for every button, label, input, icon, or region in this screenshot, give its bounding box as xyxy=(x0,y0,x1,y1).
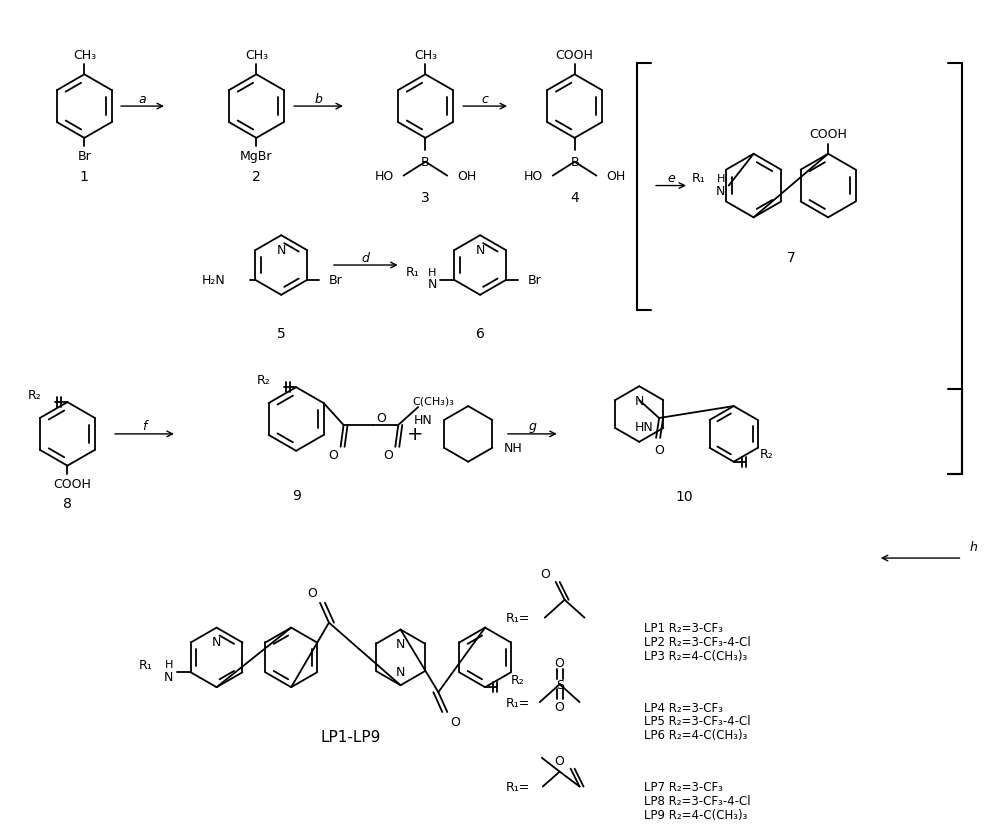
Text: N: N xyxy=(635,394,644,407)
Text: R₁=: R₁= xyxy=(505,696,530,709)
Text: R₁=: R₁= xyxy=(505,780,530,793)
Text: N: N xyxy=(475,243,485,257)
Text: B: B xyxy=(421,156,430,169)
Text: a: a xyxy=(139,93,146,105)
Text: 10: 10 xyxy=(675,490,693,504)
Text: LP9 R₂=4-C(CH₃)₃: LP9 R₂=4-C(CH₃)₃ xyxy=(644,808,748,821)
Text: B: B xyxy=(570,156,579,169)
Text: R₂: R₂ xyxy=(28,388,42,401)
Text: 3: 3 xyxy=(421,191,430,205)
Text: g: g xyxy=(528,420,536,433)
Text: NH: NH xyxy=(504,441,523,455)
Text: LP4 R₂=3-CF₃: LP4 R₂=3-CF₃ xyxy=(644,701,723,714)
Text: f: f xyxy=(142,420,147,433)
Text: 9: 9 xyxy=(292,489,301,503)
Text: N: N xyxy=(428,278,437,291)
Text: O: O xyxy=(376,411,386,424)
Text: R₁: R₁ xyxy=(139,658,153,671)
Text: R₁: R₁ xyxy=(406,266,419,279)
Text: N: N xyxy=(396,665,405,678)
Text: HN: HN xyxy=(635,421,654,434)
Text: CH₃: CH₃ xyxy=(73,48,96,62)
Text: 2: 2 xyxy=(252,170,261,183)
Text: OH: OH xyxy=(606,170,626,183)
Text: LP1 R₂=3-CF₃: LP1 R₂=3-CF₃ xyxy=(644,621,723,635)
Text: R₂: R₂ xyxy=(511,673,525,686)
Text: HO: HO xyxy=(524,170,543,183)
Text: O: O xyxy=(654,444,664,456)
Text: C(CH₃)₃: C(CH₃)₃ xyxy=(412,395,454,405)
Text: 4: 4 xyxy=(570,191,579,205)
Text: Br: Br xyxy=(329,274,343,287)
Text: h: h xyxy=(969,540,977,553)
Text: CH₃: CH₃ xyxy=(245,48,268,62)
Text: O: O xyxy=(383,449,393,461)
Text: MgBr: MgBr xyxy=(240,150,273,163)
Text: COOH: COOH xyxy=(556,48,594,62)
Text: O: O xyxy=(555,754,565,767)
Text: b: b xyxy=(315,93,322,105)
Text: 5: 5 xyxy=(277,326,286,340)
Text: R₂: R₂ xyxy=(257,374,270,386)
Text: R₁: R₁ xyxy=(692,172,706,185)
Text: O: O xyxy=(555,656,565,669)
Text: R₁=: R₁= xyxy=(505,611,530,624)
Text: HN: HN xyxy=(413,414,432,427)
Text: N: N xyxy=(164,670,174,683)
Text: O: O xyxy=(329,449,339,461)
Text: LP1-LP9: LP1-LP9 xyxy=(321,730,381,745)
Text: N: N xyxy=(277,243,286,257)
Text: H₂N: H₂N xyxy=(202,274,226,287)
Text: OH: OH xyxy=(457,170,476,183)
Text: +: + xyxy=(407,425,424,444)
Text: H: H xyxy=(717,173,725,183)
Text: Br: Br xyxy=(528,274,542,287)
Text: LP8 R₂=3-CF₃-4-Cl: LP8 R₂=3-CF₃-4-Cl xyxy=(644,794,751,807)
Text: R₂: R₂ xyxy=(760,448,773,461)
Text: 8: 8 xyxy=(63,497,72,511)
Text: 7: 7 xyxy=(787,251,795,265)
Text: O: O xyxy=(450,716,460,729)
Text: COOH: COOH xyxy=(809,128,847,141)
Text: LP6 R₂=4-C(CH₃)₃: LP6 R₂=4-C(CH₃)₃ xyxy=(644,728,748,742)
Text: N: N xyxy=(396,637,405,650)
Text: d: d xyxy=(362,252,370,264)
Text: LP5 R₂=3-CF₃-4-Cl: LP5 R₂=3-CF₃-4-Cl xyxy=(644,715,751,727)
Text: c: c xyxy=(482,93,489,105)
Text: HO: HO xyxy=(374,170,394,183)
Text: CH₃: CH₃ xyxy=(414,48,437,62)
Text: O: O xyxy=(307,587,317,599)
Text: N: N xyxy=(212,635,221,648)
Text: Br: Br xyxy=(77,150,91,163)
Text: LP3 R₂=4-C(CH₃)₃: LP3 R₂=4-C(CH₃)₃ xyxy=(644,649,747,662)
Text: LP2 R₂=3-CF₃-4-Cl: LP2 R₂=3-CF₃-4-Cl xyxy=(644,635,751,648)
Text: O: O xyxy=(555,700,565,713)
Text: LP7 R₂=3-CF₃: LP7 R₂=3-CF₃ xyxy=(644,780,723,793)
Text: e: e xyxy=(667,172,675,185)
Text: 1: 1 xyxy=(80,170,89,183)
Text: N: N xyxy=(716,185,725,198)
Text: S: S xyxy=(556,678,564,691)
Text: H: H xyxy=(428,268,437,278)
Text: H: H xyxy=(165,660,173,670)
Text: 6: 6 xyxy=(476,326,485,340)
Text: COOH: COOH xyxy=(53,477,91,491)
Text: O: O xyxy=(540,568,550,581)
